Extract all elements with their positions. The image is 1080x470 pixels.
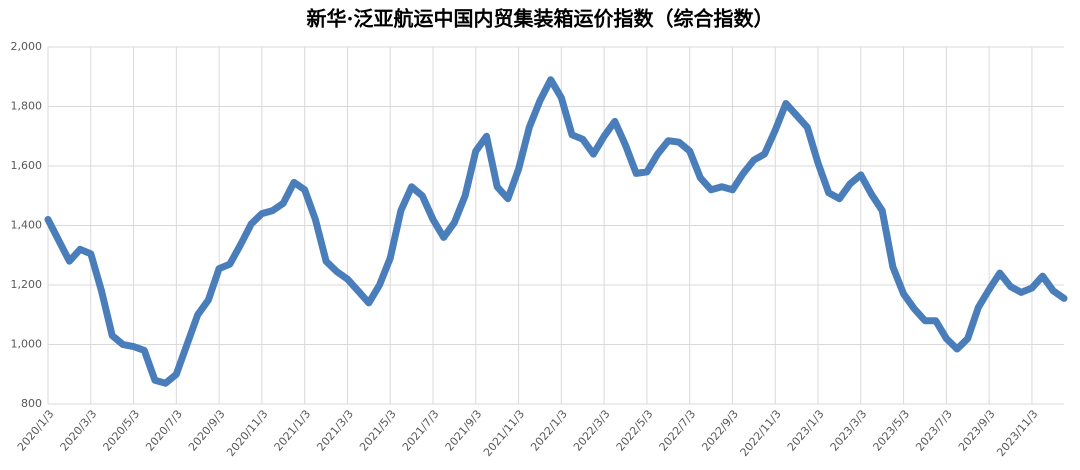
x-tick-label: 2022/5/3 — [614, 408, 656, 454]
data-line — [44, 76, 1068, 387]
x-tick-label: 2020/9/3 — [186, 408, 228, 454]
y-tick-label: 2,000 — [11, 40, 43, 53]
y-tick-label: 1,600 — [11, 159, 43, 172]
y-tick-label: 1,400 — [11, 219, 43, 232]
x-tick-label: 2023/11/3 — [994, 408, 1040, 460]
y-tick-label: 1,800 — [11, 100, 43, 113]
y-tick-label: 1,200 — [11, 278, 43, 291]
x-tick-label: 2021/1/3 — [272, 408, 314, 454]
x-tick-label: 2021/11/3 — [481, 408, 527, 460]
y-tick-label: 1,000 — [11, 338, 43, 351]
x-tick-label: 2022/1/3 — [528, 408, 570, 454]
x-tick-label: 2022/11/3 — [738, 408, 784, 460]
x-tick-label: 2021/3/3 — [314, 408, 356, 454]
x-tick-label: 2020/7/3 — [143, 408, 185, 454]
x-tick-label: 2021/9/3 — [443, 408, 485, 454]
x-tick-label: 2023/9/3 — [956, 408, 998, 454]
x-tick-label: 2023/1/3 — [785, 408, 827, 454]
x-tick-label: 2023/7/3 — [913, 408, 955, 454]
x-tick-label: 2021/7/3 — [400, 408, 442, 454]
x-tick-label: 2023/5/3 — [870, 408, 912, 454]
x-tick-label: 2020/11/3 — [224, 408, 270, 460]
x-tick-label: 2022/7/3 — [657, 408, 699, 454]
x-tick-label: 2020/1/3 — [15, 408, 57, 454]
y-tick-label: 800 — [21, 397, 42, 410]
chart-title: 新华·泛亚航运中国内贸集装箱运价指数（综合指数） — [307, 7, 774, 31]
x-tick-label: 2020/3/3 — [58, 408, 100, 454]
x-tick-label: 2022/3/3 — [571, 408, 613, 454]
x-tick-label: 2021/5/3 — [357, 408, 399, 454]
x-tick-label: 2023/3/3 — [828, 408, 870, 454]
x-tick-label: 2022/9/3 — [699, 408, 741, 454]
x-tick-label: 2020/5/3 — [100, 408, 142, 454]
